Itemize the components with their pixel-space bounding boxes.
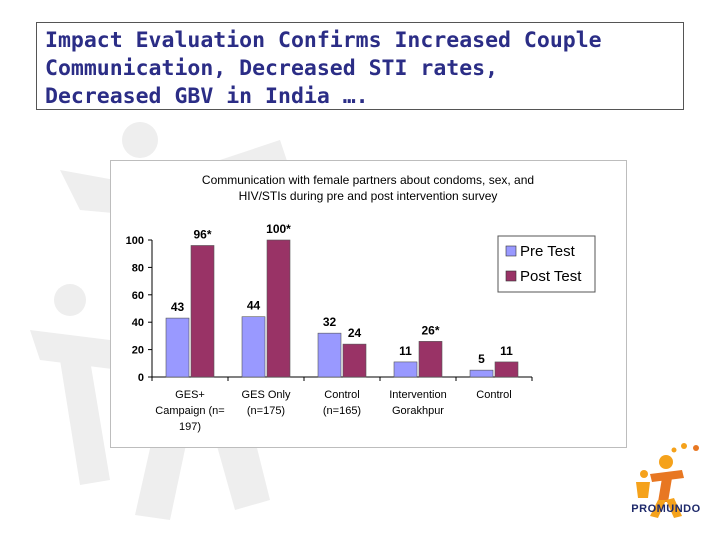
x-tick-label: Intervention bbox=[389, 389, 446, 401]
slide-title-line: Communication, Decreased STI rates, bbox=[45, 56, 499, 81]
x-tick-label: GES+ bbox=[175, 389, 205, 401]
x-tick-label: (n=175) bbox=[247, 405, 285, 417]
bar bbox=[266, 239, 291, 378]
bar bbox=[342, 343, 367, 378]
bar bbox=[190, 245, 215, 378]
x-tick-label: GES Only bbox=[242, 389, 291, 401]
data-label: 32 bbox=[323, 315, 337, 329]
data-label: 24 bbox=[348, 326, 362, 340]
bar bbox=[418, 341, 443, 378]
bar bbox=[241, 316, 266, 378]
bar bbox=[317, 332, 342, 378]
x-tick-label: 197) bbox=[179, 421, 201, 433]
y-tick-label: 100 bbox=[126, 235, 144, 247]
chart-panel: Communication with female partners about… bbox=[110, 160, 627, 448]
data-label: 11 bbox=[399, 344, 412, 358]
promundo-figures-icon bbox=[636, 443, 699, 518]
x-tick-label: Control bbox=[324, 389, 359, 401]
y-tick-label: 40 bbox=[132, 317, 144, 329]
bar bbox=[393, 361, 418, 378]
x-tick-label: Campaign (n= bbox=[155, 405, 224, 417]
slide-title-line: Impact Evaluation Confirms Increased Cou… bbox=[45, 28, 602, 53]
bar bbox=[494, 361, 519, 378]
chart-title: HIV/STIs during pre and post interventio… bbox=[239, 189, 498, 203]
x-tick-label: Gorakhpur bbox=[392, 405, 444, 417]
data-label: 11 bbox=[500, 344, 513, 358]
data-label: 44 bbox=[247, 299, 261, 313]
bar bbox=[469, 369, 494, 378]
y-tick-label: 80 bbox=[132, 262, 144, 274]
data-label: 96* bbox=[193, 227, 211, 241]
y-tick-label: 60 bbox=[132, 290, 144, 302]
chart-title: Communication with female partners about… bbox=[202, 173, 534, 187]
data-label: 5 bbox=[478, 352, 485, 366]
bar-chart: Communication with female partners about… bbox=[126, 173, 596, 433]
promundo-logo-text: PROMUNDO bbox=[631, 503, 701, 515]
x-tick-label: Control bbox=[476, 389, 511, 401]
y-tick-label: 20 bbox=[132, 345, 144, 357]
bar bbox=[165, 317, 190, 378]
y-tick-label: 0 bbox=[138, 372, 144, 384]
legend-swatch bbox=[505, 270, 517, 282]
slide-title-line: Decreased GBV in India …. bbox=[45, 84, 369, 109]
legend-swatch bbox=[505, 245, 517, 257]
data-label: 43 bbox=[171, 300, 185, 314]
legend-label: Pre Test bbox=[520, 243, 576, 260]
legend-box bbox=[497, 235, 596, 293]
data-label: 26* bbox=[421, 323, 439, 337]
legend-label: Post Test bbox=[520, 268, 582, 285]
x-tick-label: (n=165) bbox=[323, 405, 361, 417]
data-label: 100* bbox=[266, 222, 291, 236]
slide-title: Impact Evaluation Confirms Increased Cou… bbox=[36, 22, 684, 110]
